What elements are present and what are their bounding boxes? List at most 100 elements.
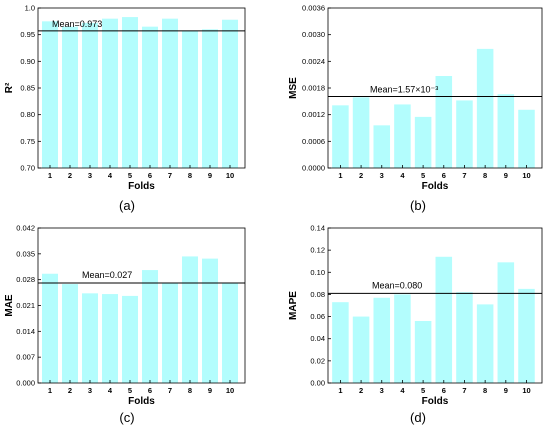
y-tick-label: 0.90: [20, 57, 35, 66]
y-tick-label: 0.75: [20, 137, 35, 146]
x-tick-label: 3: [380, 386, 384, 395]
x-tick-label: 7: [462, 171, 466, 180]
y-tick-label: 0.000: [16, 379, 35, 388]
x-tick-label: 5: [421, 171, 425, 180]
x-tick-label: 6: [148, 386, 152, 395]
y-axis-label: MAPE: [288, 291, 299, 320]
bar-fold-9: [202, 258, 218, 383]
x-tick-label: 2: [68, 386, 72, 395]
x-tick-label: 3: [88, 386, 92, 395]
mean-label: Mean=0.080: [372, 280, 422, 290]
bar-fold-3: [82, 22, 98, 169]
x-tick-label: 7: [168, 386, 172, 395]
x-tick-label: 7: [462, 386, 466, 395]
bar-fold-4: [102, 294, 118, 383]
y-tick-label: 1.0: [25, 4, 35, 13]
bar-fold-5: [414, 116, 432, 168]
x-tick-label: 8: [188, 171, 192, 180]
y-tick-label: 0.70: [20, 164, 35, 173]
bar-fold-8: [476, 304, 494, 383]
y-tick-label: 0.028: [16, 275, 35, 284]
bar-fold-3: [373, 125, 391, 168]
bar-fold-5: [122, 295, 138, 383]
y-tick-label: 0.0030: [302, 30, 325, 39]
bar-fold-3: [82, 293, 98, 383]
y-tick-label: 0.0000: [302, 164, 325, 173]
y-axis-label: MAE: [4, 294, 15, 317]
x-tick-label: 9: [208, 386, 212, 395]
x-tick-label: 5: [128, 386, 132, 395]
bar-fold-1: [332, 105, 349, 168]
bar-fold-8: [182, 256, 198, 383]
y-tick-label: 0.007: [16, 353, 35, 362]
bar-fold-1: [332, 302, 349, 383]
bar-fold-9: [497, 262, 515, 383]
x-tick-label: 3: [88, 171, 92, 180]
bar-fold-9: [202, 29, 218, 168]
x-tick-label: 9: [208, 171, 212, 180]
x-tick-label: 1: [338, 171, 342, 180]
y-tick-label: 0.08: [310, 290, 325, 299]
bar-fold-6: [435, 256, 453, 383]
bar-fold-9: [497, 94, 515, 168]
x-tick-label: 2: [68, 171, 72, 180]
bar-fold-5: [122, 17, 138, 168]
bar-fold-10: [222, 282, 238, 383]
x-axis-label: Folds: [422, 181, 449, 192]
plot-frame: [327, 227, 543, 384]
x-tick-label: 3: [380, 171, 384, 180]
bar-fold-2: [352, 316, 370, 383]
y-tick-label: 0.014: [16, 327, 35, 336]
bar-fold-1: [42, 21, 58, 168]
x-tick-label: 7: [168, 171, 172, 180]
bar-fold-2: [62, 284, 78, 383]
x-axis-label: Folds: [128, 396, 155, 407]
bar-fold-8: [182, 30, 198, 169]
x-tick-label: 2: [359, 386, 363, 395]
y-tick-label: 0.042: [16, 224, 35, 233]
x-tick-label: 5: [421, 386, 425, 395]
x-tick-label: 4: [400, 171, 405, 180]
x-axis-label: Folds: [128, 181, 155, 192]
bar-fold-2: [352, 97, 370, 168]
y-axis-label: MSE: [288, 77, 299, 99]
y-tick-label: 0.06: [310, 312, 325, 321]
x-tick-label: 10: [522, 171, 530, 180]
x-tick-label: 10: [522, 386, 530, 395]
x-tick-label: 8: [483, 386, 487, 395]
y-axis-label: R²: [4, 82, 15, 93]
y-tick-label: 0.02: [310, 356, 325, 365]
y-tick-label: 0.80: [20, 110, 35, 119]
y-tick-label: 0.12: [310, 246, 325, 255]
mean-label: Mean=1.57×10⁻³: [370, 84, 438, 94]
y-tick-label: 0.035: [16, 249, 35, 258]
panel-caption: (c): [119, 410, 134, 425]
x-tick-label: 8: [483, 171, 487, 180]
y-tick-label: 0.0018: [302, 84, 325, 93]
bar-fold-4: [102, 18, 118, 169]
x-axis-label: Folds: [422, 396, 449, 407]
y-tick-label: 0.0036: [302, 4, 325, 13]
mean-label: Mean=0.973: [52, 19, 102, 29]
x-tick-label: 10: [226, 171, 234, 180]
y-tick-label: 0.021: [16, 301, 35, 310]
panel-caption: (d): [410, 410, 426, 425]
bar-fold-10: [518, 109, 535, 168]
x-tick-label: 6: [148, 171, 152, 180]
x-tick-label: 9: [504, 171, 508, 180]
bar-fold-7: [456, 100, 473, 168]
bar-fold-10: [222, 19, 238, 169]
x-tick-label: 8: [188, 386, 192, 395]
x-tick-label: 4: [108, 171, 113, 180]
bar-fold-4: [394, 104, 411, 168]
y-tick-label: 0.95: [20, 30, 35, 39]
bar-fold-7: [456, 292, 473, 383]
bar-fold-1: [42, 273, 58, 383]
bar-fold-6: [142, 26, 158, 169]
panel-caption: (b): [410, 198, 426, 213]
y-tick-label: 0.14: [310, 224, 325, 233]
x-tick-label: 10: [226, 386, 234, 395]
y-tick-label: 0.0006: [302, 137, 325, 146]
